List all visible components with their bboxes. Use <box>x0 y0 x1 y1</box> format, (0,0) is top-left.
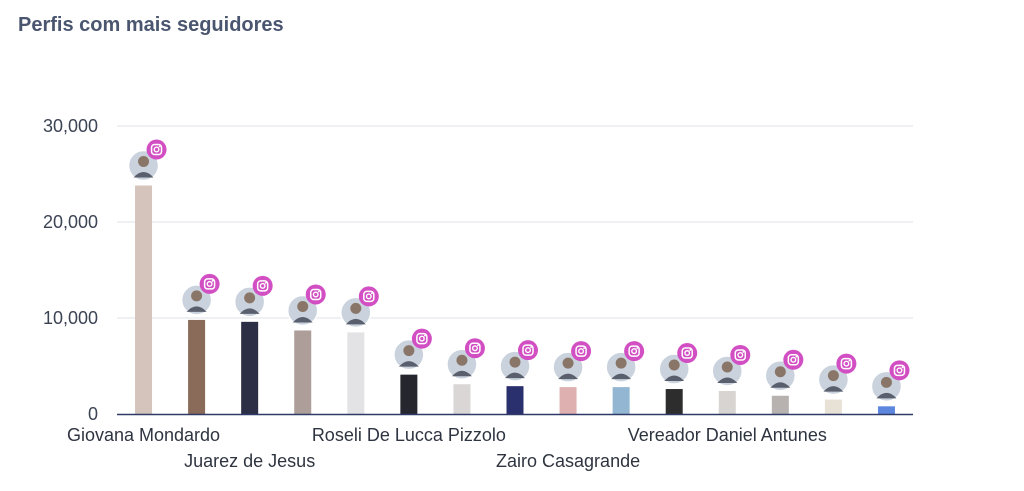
instagram-icon <box>836 353 857 374</box>
y-tick-label: 10,000 <box>43 308 98 328</box>
profile-avatar[interactable] <box>127 149 160 182</box>
bar[interactable] <box>612 387 630 414</box>
bar[interactable] <box>824 399 842 414</box>
bar[interactable] <box>188 319 206 414</box>
bar[interactable] <box>453 384 471 414</box>
category-label: Juarez de Jesus <box>184 451 315 471</box>
bar[interactable] <box>294 330 312 414</box>
bar[interactable] <box>877 406 895 414</box>
instagram-icon <box>518 340 538 361</box>
bar[interactable] <box>135 185 153 414</box>
y-tick-label: 0 <box>88 404 98 424</box>
profile-avatar[interactable] <box>233 286 266 318</box>
instagram-icon <box>730 344 751 365</box>
profile-avatar[interactable] <box>286 294 319 327</box>
instagram-icon <box>624 341 645 362</box>
bar[interactable] <box>718 390 736 414</box>
bar[interactable] <box>241 321 259 414</box>
instagram-icon <box>146 139 167 160</box>
profile-avatar[interactable] <box>499 350 531 382</box>
category-label: Roseli De Lucca Pizzolo <box>312 425 506 445</box>
profile-avatar[interactable] <box>817 363 850 396</box>
category-label: Giovana Mondardo <box>67 425 220 445</box>
bar[interactable] <box>347 332 365 414</box>
profile-avatar[interactable] <box>393 338 425 371</box>
y-tick-label: 20,000 <box>43 212 98 232</box>
instagram-icon <box>464 338 485 359</box>
bar[interactable] <box>665 389 683 414</box>
profile-avatar[interactable] <box>764 360 797 392</box>
bar[interactable] <box>506 386 524 414</box>
instagram-icon <box>677 343 698 364</box>
bar[interactable] <box>771 395 789 414</box>
instagram-icon <box>783 349 804 370</box>
category-label: Zairo Casagrande <box>496 451 640 471</box>
profile-avatar[interactable] <box>340 296 372 329</box>
instagram-icon <box>358 286 379 307</box>
instagram-icon <box>305 284 326 305</box>
profile-avatar[interactable] <box>711 355 744 387</box>
profile-avatar[interactable] <box>446 348 478 380</box>
y-tick-label: 30,000 <box>43 116 98 136</box>
instagram-icon <box>199 273 220 294</box>
profile-avatar[interactable] <box>552 351 584 383</box>
instagram-icon <box>889 360 910 381</box>
bar[interactable] <box>559 387 577 414</box>
profile-avatar[interactable] <box>658 353 690 385</box>
chart-title: Perfis com mais seguidores <box>18 14 284 36</box>
instagram-icon <box>252 275 273 296</box>
category-label: Vereador Daniel Antunes <box>628 425 827 445</box>
instagram-icon <box>411 328 432 349</box>
instagram-icon <box>571 341 592 362</box>
profile-avatar[interactable] <box>870 370 903 403</box>
profile-avatar[interactable] <box>180 284 213 316</box>
profile-avatar[interactable] <box>605 351 637 383</box>
bar[interactable] <box>400 374 418 414</box>
